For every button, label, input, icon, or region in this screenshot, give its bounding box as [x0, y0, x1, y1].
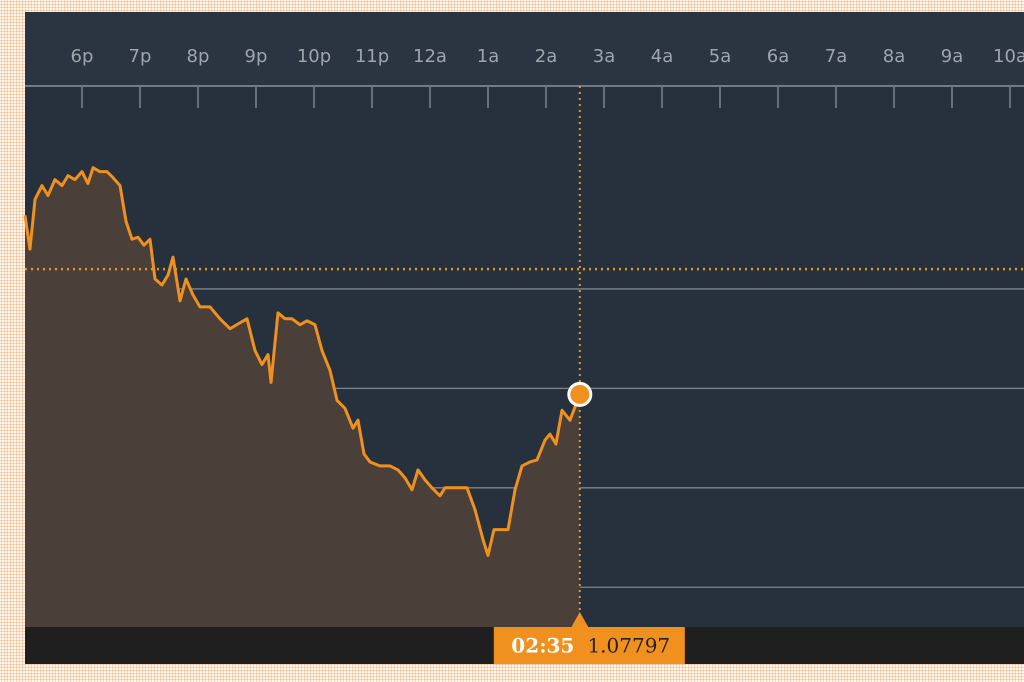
- x-tick-label: 3a: [593, 46, 615, 67]
- x-tick-label: 10a: [993, 46, 1024, 67]
- x-tick-label: 7a: [825, 46, 847, 67]
- x-tick-label: 5a: [709, 46, 731, 67]
- x-tick-label: 11p: [355, 46, 389, 67]
- readout-box: [493, 627, 685, 664]
- x-tick-label: 7p: [129, 46, 152, 67]
- readout-time: 02:35: [511, 634, 574, 658]
- x-tick-label: 2a: [535, 46, 557, 67]
- x-tick-label: 8a: [883, 46, 905, 67]
- readout-pointer: [570, 612, 589, 628]
- x-tick-label: 6p: [71, 46, 94, 67]
- x-tick-label: 10p: [297, 46, 331, 67]
- x-tick-label: 9p: [245, 46, 268, 67]
- x-tick-label: 6a: [767, 46, 789, 67]
- readout-value: 1.07797: [587, 634, 670, 658]
- cursor-point: [567, 381, 593, 407]
- x-tick-label: 8p: [187, 46, 210, 67]
- x-tick-label: 9a: [941, 46, 963, 67]
- x-tick-label: 1a: [477, 46, 499, 67]
- time-axis-band: [25, 12, 1024, 86]
- x-tick-label: 4a: [651, 46, 673, 67]
- line: [23, 166, 582, 557]
- x-tick-label: 12a: [413, 46, 447, 67]
